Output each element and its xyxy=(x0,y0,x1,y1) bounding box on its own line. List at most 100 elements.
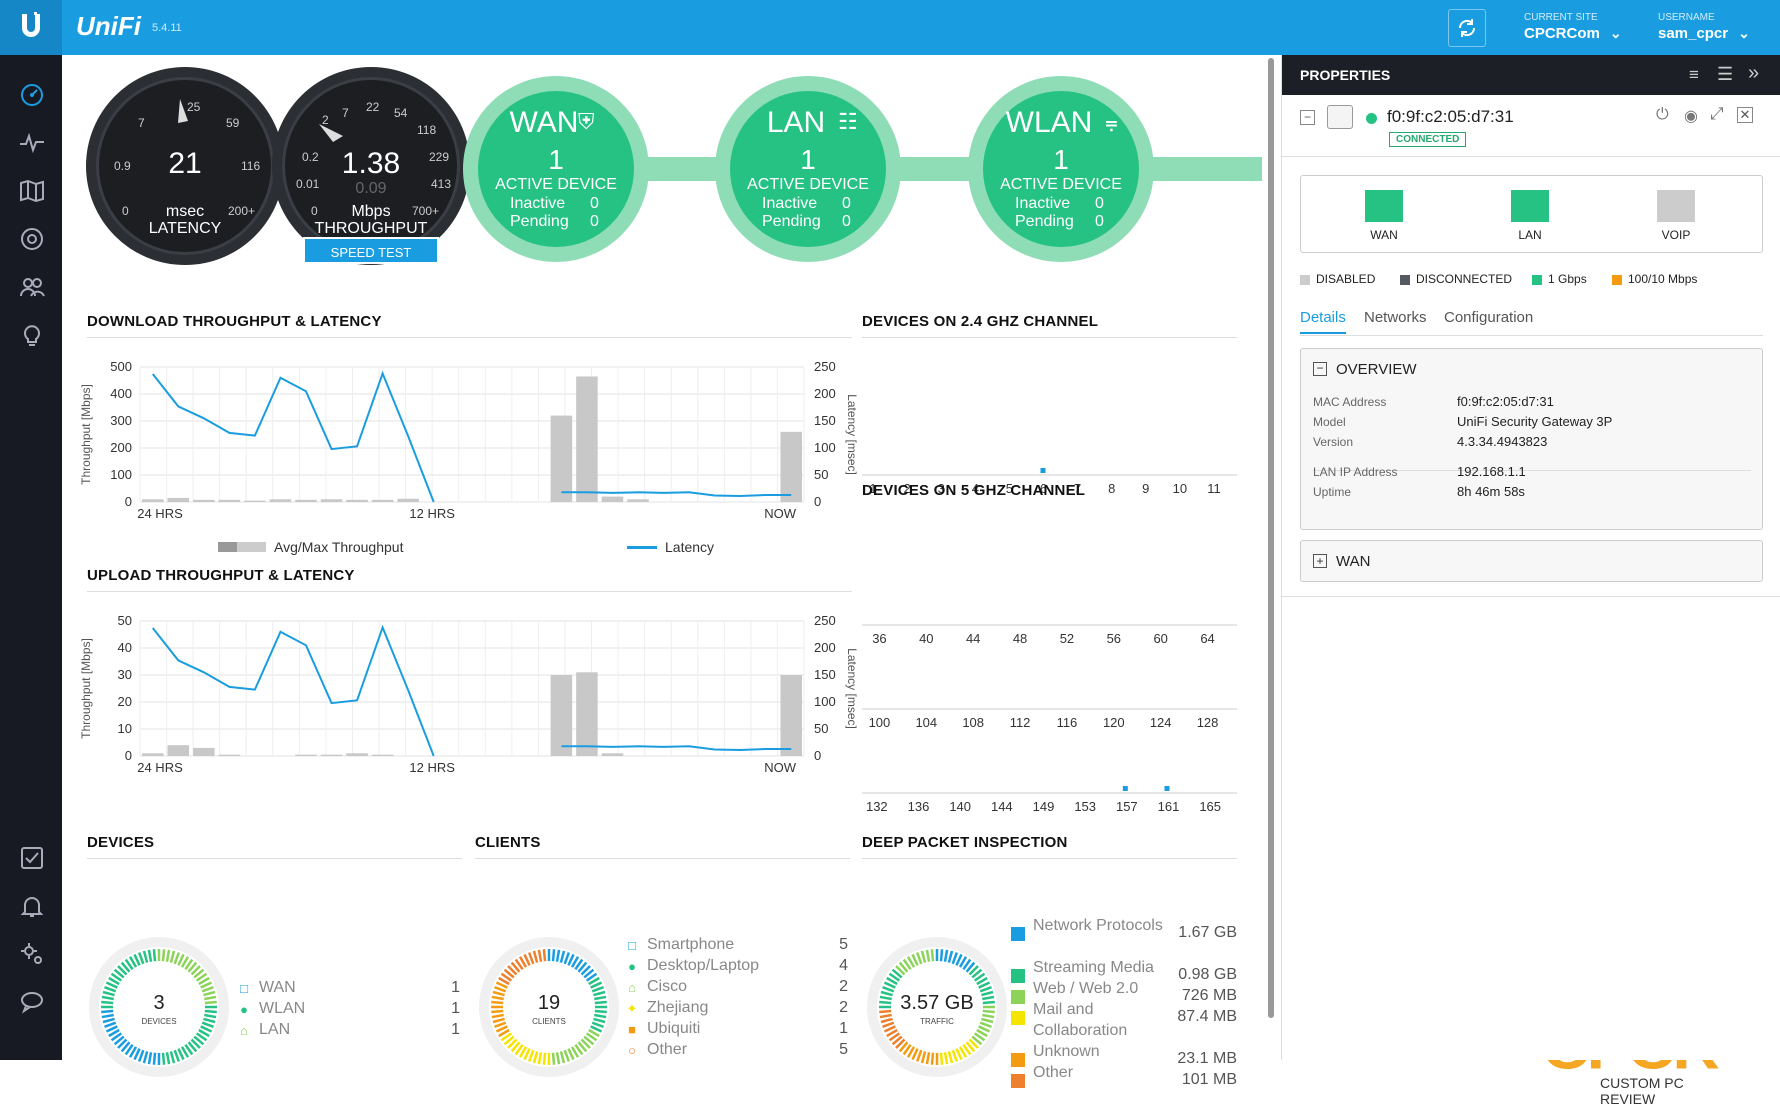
donut-tick xyxy=(979,1021,992,1029)
inactive-value: 0 xyxy=(590,195,599,212)
channel-label: 132 xyxy=(866,799,888,814)
donut-tick xyxy=(101,995,114,1001)
tab-configuration[interactable]: Configuration xyxy=(1444,309,1534,326)
dpi-item-value: 101 MB xyxy=(1181,1071,1237,1088)
menu-icon[interactable]: ☰ xyxy=(1717,64,1734,84)
y-tick-label: 50 xyxy=(118,613,132,628)
donut-tick xyxy=(976,976,988,986)
donut-tick xyxy=(879,1000,892,1005)
connected-badge: CONNECTED xyxy=(1389,132,1467,147)
expand-icon[interactable]: ⤢ xyxy=(1710,104,1724,123)
donut-tick xyxy=(195,1032,208,1042)
donut-tick xyxy=(495,1025,508,1033)
speed-test-button[interactable]: SPEED TEST xyxy=(303,237,439,264)
throughput-bar xyxy=(346,499,368,502)
donut-tick xyxy=(518,956,528,968)
donut-tick xyxy=(880,990,893,997)
port-indicator[interactable] xyxy=(1365,190,1403,222)
donut-tick xyxy=(494,985,507,993)
y2-tick-label: 200 xyxy=(814,640,836,655)
throughput-bar xyxy=(320,499,343,502)
properties-header: PROPERTIES ≡ ☰ » xyxy=(1282,55,1780,95)
donut-tick xyxy=(911,953,919,966)
current-site-select[interactable]: CPCRCom ⌄ xyxy=(1524,25,1622,42)
channel-label: 44 xyxy=(966,631,980,646)
latency-line xyxy=(151,370,435,503)
channel-label: 144 xyxy=(991,799,1013,814)
nav-dashboard[interactable] xyxy=(19,82,45,108)
refresh-icon xyxy=(1458,19,1476,37)
watermark-tagline: CUSTOM PC REVIEW xyxy=(1600,1075,1684,1107)
refresh-button[interactable] xyxy=(1448,9,1486,47)
username-select[interactable]: sam_cpcr ⌄ xyxy=(1658,25,1750,42)
donut-tick xyxy=(891,968,903,979)
close-icon[interactable]: ✕ xyxy=(1737,107,1753,123)
nav-settings[interactable] xyxy=(19,941,45,967)
donut-inner-bg xyxy=(99,947,219,1067)
current-site-label: CURRENT SITE xyxy=(1524,12,1598,23)
donut-tick xyxy=(133,1048,141,1061)
donut-tick xyxy=(105,981,118,989)
donut-tick xyxy=(101,1009,114,1014)
legend-line-label: Latency xyxy=(665,539,715,555)
channel24-chart: 1 2 3 4 5 6 7 8 9 10 11 xyxy=(862,468,1237,495)
inactive-value: 0 xyxy=(842,195,851,212)
donut-tick xyxy=(888,1032,901,1042)
donut-tick xyxy=(204,1009,217,1014)
overview-title[interactable]: OVERVIEW xyxy=(1336,361,1417,378)
channel-label: 161 xyxy=(1158,799,1180,814)
y-tick-label: 40 xyxy=(118,640,132,655)
main-scrollbar[interactable] xyxy=(1268,58,1274,1018)
nav-devices[interactable] xyxy=(19,226,45,252)
donut-tick xyxy=(152,949,157,962)
nav-clients[interactable] xyxy=(19,274,45,300)
checkbox-icon xyxy=(21,847,43,869)
x-tick-label: 12 HRS xyxy=(409,506,455,521)
nav-tasks[interactable] xyxy=(19,845,45,871)
nav-statistics[interactable] xyxy=(19,130,45,156)
status-title: LAN xyxy=(766,106,826,139)
collapse-panel-icon[interactable]: » xyxy=(1748,62,1760,84)
legend-line: Latency xyxy=(627,539,714,555)
nav-insights[interactable] xyxy=(19,322,45,348)
donut-tick xyxy=(203,990,216,997)
nav-map[interactable] xyxy=(19,178,45,204)
donut-tick xyxy=(165,949,171,962)
locate-icon[interactable]: ◉ xyxy=(1684,108,1698,125)
donut-tick xyxy=(965,961,976,973)
channel-label: 157 xyxy=(1116,799,1138,814)
wan-box[interactable]: + WAN xyxy=(1300,540,1763,582)
nav-chat[interactable] xyxy=(19,989,45,1015)
donut-tick xyxy=(200,1025,213,1033)
dpi-item-label: Network Protocols xyxy=(1033,917,1163,934)
tick: 54 xyxy=(394,106,408,120)
devices-total: 3 xyxy=(153,992,165,1014)
collapse-icon[interactable]: − xyxy=(1313,362,1327,376)
zhejiang-icon: ✦ xyxy=(626,1001,638,1016)
power-icon[interactable]: ⏻ xyxy=(1656,106,1669,123)
donut-tick xyxy=(161,949,166,962)
donut-tick xyxy=(567,1048,575,1061)
ubiquiti-logo[interactable] xyxy=(0,0,62,55)
latency-line xyxy=(561,745,792,752)
donut-tick xyxy=(500,972,513,982)
port-indicator[interactable] xyxy=(1657,190,1695,222)
collapse-icon[interactable]: − xyxy=(1300,110,1315,125)
port-indicator[interactable] xyxy=(1511,190,1549,222)
port-label: LAN xyxy=(1518,228,1542,242)
throughput-bar xyxy=(576,376,598,502)
donut-tick xyxy=(198,1028,210,1038)
tab-details[interactable]: Details xyxy=(1300,309,1346,334)
nav-alerts[interactable] xyxy=(19,893,45,919)
donut-tick xyxy=(523,1048,531,1061)
sort-icon[interactable]: ≡ xyxy=(1689,65,1699,84)
gear-icon xyxy=(21,943,42,964)
overview-value: f0:9f:c2:05:d7:31 xyxy=(1457,394,1554,409)
tab-networks[interactable]: Networks xyxy=(1364,309,1427,326)
unifi-logo[interactable]: UniFi xyxy=(76,11,141,41)
device-header: − f0:9f:c2:05:d7:31 CONNECTED ⏻ ◉ ⤢ ✕ xyxy=(1282,95,1780,157)
donut-tick xyxy=(898,961,909,973)
donut-tick xyxy=(180,956,190,968)
